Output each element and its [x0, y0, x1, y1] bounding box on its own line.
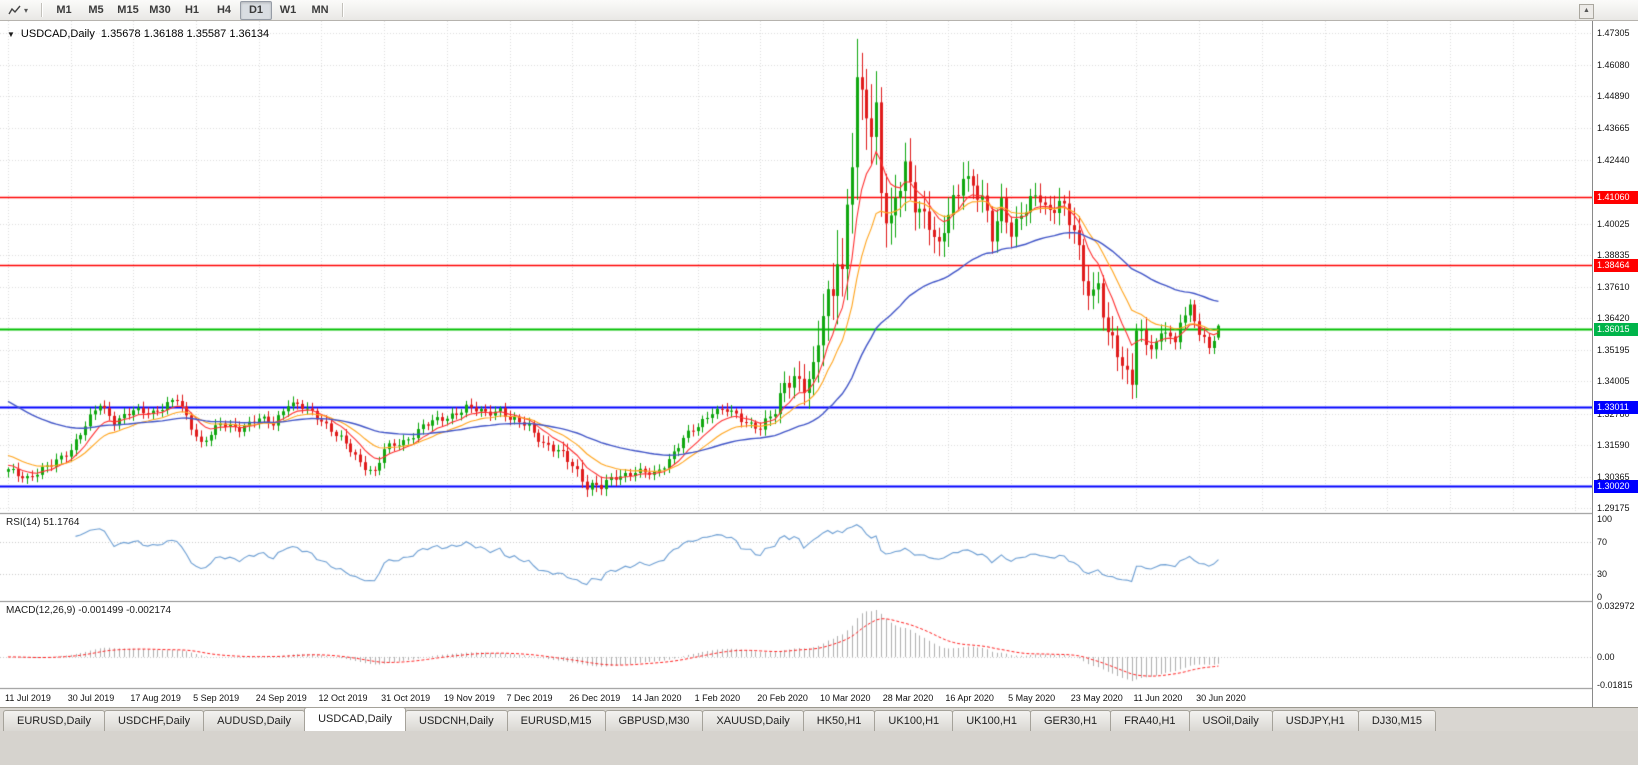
chart-tab-fra40-h1[interactable]: FRA40,H1: [1110, 710, 1190, 731]
price-axis-tick: 1.34005: [1597, 376, 1630, 387]
price-axis-tick: 1.37610: [1597, 282, 1630, 292]
price-axis-tick: 1.31590: [1597, 439, 1630, 450]
price-axis-tick: 1.29175: [1597, 503, 1630, 513]
toolbar-separator: [342, 3, 343, 17]
date-axis-label: 14 Jan 2020: [631, 693, 682, 703]
price-axis-tick: 1.35195: [1597, 345, 1630, 356]
date-axis-label: 10 Mar 2020: [820, 693, 871, 703]
date-axis-label: 11 Jul 2019: [5, 693, 51, 703]
date-axis-label: 11 Jun 2020: [1133, 693, 1183, 703]
price-axis: 1.47305 1.46080 1.44890 1.43665 1.42440 1.400…: [1592, 21, 1638, 707]
price-axis-tick: 1.46080: [1597, 60, 1630, 71]
macd-axis-tick: 0.00: [1597, 651, 1615, 662]
macd-indicator-label: MACD(12,26,9) -0.001499 -0.002174: [6, 605, 171, 616]
chart-tab-xauusd-daily[interactable]: XAUUSD,Daily: [702, 710, 804, 731]
scroll-up-button[interactable]: ▲: [1579, 4, 1594, 19]
rsi-axis-tick: 30: [1597, 568, 1608, 579]
chart-title: ▼ USDCAD,Daily 1.35678 1.36188 1.35587 1…: [7, 28, 269, 40]
toolbar: ▾ M1 M5 M15 M30 H1 H4 D1 W1 MN ▲: [0, 0, 1638, 21]
date-axis-label: 19 Nov 2019: [443, 693, 495, 703]
price-chart-canvas[interactable]: [0, 21, 1592, 707]
price-axis-tick: 1.44890: [1597, 91, 1630, 102]
price-axis-tick: 1.43665: [1597, 123, 1630, 134]
chart-tab-bar: EURUSD,Daily USDCHF,Daily AUDUSD,Daily USDC…: [0, 707, 1638, 731]
timeframe-button-m30[interactable]: M30: [149, 3, 171, 16]
timeframe-toolbar: M1 M5 M15 M30 H1 H4 D1 W1 MN: [45, 0, 339, 20]
date-axis-label: 28 Mar 2020: [882, 693, 934, 703]
timeframe-button-h1[interactable]: H1: [184, 3, 200, 16]
timeframe-button-d1[interactable]: D1: [240, 0, 272, 20]
chart-tab-uk100-h1[interactable]: UK100,H1: [874, 710, 954, 731]
date-axis-label: 24 Sep 2019: [255, 693, 307, 703]
price-axis-tick: 1.38835: [1597, 249, 1630, 260]
date-axis-label: 26 Dec 2019: [569, 693, 621, 703]
date-axis-label: 7 Dec 2019: [506, 693, 553, 703]
chart-tab-audusd-daily[interactable]: AUDUSD,Daily: [203, 710, 306, 731]
price-axis-tick: 1.40025: [1597, 218, 1630, 229]
date-axis: 11 Jul 2019 30 Jul 2019 17 Aug 2019 5 Sep 2…: [0, 689, 1592, 707]
chart-tab-gbpusd-m30[interactable]: GBPUSD,M30: [604, 710, 704, 731]
chart-tab-eurusd-m15[interactable]: EURUSD,M15: [506, 710, 606, 731]
chart-symbol-label: USDCAD,Daily: [20, 28, 95, 40]
date-axis-label: 31 Oct 2019: [381, 693, 431, 703]
chart-window: ▼ USDCAD,Daily 1.35678 1.36188 1.35587 1…: [0, 21, 1638, 707]
timeframe-button-mn[interactable]: MN: [311, 3, 329, 16]
line-chart-icon: [8, 5, 21, 15]
chart-tab-usdcnh-daily[interactable]: USDCNH,Daily: [405, 710, 508, 731]
price-axis-tick: 1.30365: [1597, 471, 1630, 482]
chart-tab-ger30-h1[interactable]: GER30,H1: [1029, 710, 1112, 731]
toolbar-separator: [41, 3, 42, 17]
macd-name: MACD(12,26,9): [6, 605, 76, 616]
chart-tab-eurusd-daily[interactable]: EURUSD,Daily: [3, 710, 105, 731]
timeframe-button-m5[interactable]: M5: [88, 3, 104, 16]
bottom-strip: [0, 731, 1638, 765]
rsi-axis-tick: 70: [1597, 537, 1608, 548]
chart-tool-icon[interactable]: ▾: [3, 1, 35, 20]
date-axis-label: 1 Feb 2020: [694, 693, 741, 703]
chart-ohlc-values: 1.35678 1.36188 1.35587 1.36134: [100, 28, 270, 40]
price-level-badge: 1.30020: [1594, 479, 1638, 493]
rsi-axis-tick: 100: [1597, 514, 1613, 524]
rsi-axis-tick: 0: [1597, 592, 1603, 602]
rsi-name: RSI(14): [6, 517, 41, 528]
chart-tab-usdcad-daily[interactable]: USDCAD,Daily: [304, 707, 407, 731]
date-axis-label: 30 Jul 2019: [67, 693, 115, 703]
date-axis-label: 12 Oct 2019: [318, 693, 368, 703]
price-axis-tick: 1.42440: [1597, 155, 1630, 166]
date-axis-label: 16 Apr 2020: [945, 693, 994, 703]
date-axis-label: 5 Sep 2019: [193, 693, 240, 703]
chart-tab-usoil-daily[interactable]: USOil,Daily: [1188, 710, 1273, 731]
chart-tab-hk50-h1[interactable]: HK50,H1: [802, 710, 876, 731]
price-axis-tick: 1.47305: [1597, 28, 1630, 38]
rsi-indicator-label: RSI(14) 51.1764: [6, 517, 79, 528]
date-axis-label: 17 Aug 2019: [130, 693, 181, 703]
macd-values: -0.001499 -0.002174: [78, 605, 172, 616]
chart-tab-usdjpy-h1[interactable]: USDJPY,H1: [1271, 710, 1359, 731]
price-level-badge: 1.38464: [1594, 258, 1638, 272]
macd-axis-tick: 0.032972: [1597, 601, 1635, 611]
chevron-down-icon: ▾: [24, 5, 29, 15]
timeframe-button-m1[interactable]: M1: [56, 3, 72, 16]
one-click-trading-icon[interactable]: ▼: [7, 29, 15, 39]
rsi-value: 51.1764: [43, 517, 80, 528]
chart-tab-uk100-h1[interactable]: UK100,H1: [952, 710, 1031, 731]
timeframe-button-h4[interactable]: H4: [216, 3, 232, 16]
date-axis-label: 5 May 2020: [1008, 693, 1056, 703]
price-level-badge: 1.41060: [1594, 190, 1638, 204]
timeframe-button-w1[interactable]: W1: [279, 3, 297, 16]
date-axis-label: 23 May 2020: [1070, 693, 1123, 703]
date-axis-label: 30 Jun 2020: [1196, 693, 1246, 703]
date-axis-label: 20 Feb 2020: [757, 693, 808, 703]
price-level-badge: 1.33011: [1594, 401, 1638, 415]
macd-axis-tick: -0.01815: [1597, 680, 1633, 690]
chart-tab-dj30-m15[interactable]: DJ30,M15: [1357, 710, 1436, 731]
timeframe-button-m15[interactable]: M15: [117, 3, 139, 16]
chart-tab-usdchf-daily[interactable]: USDCHF,Daily: [103, 710, 205, 731]
price-axis-tick: 1.36420: [1597, 313, 1630, 324]
price-level-badge: 1.36015: [1594, 322, 1638, 336]
